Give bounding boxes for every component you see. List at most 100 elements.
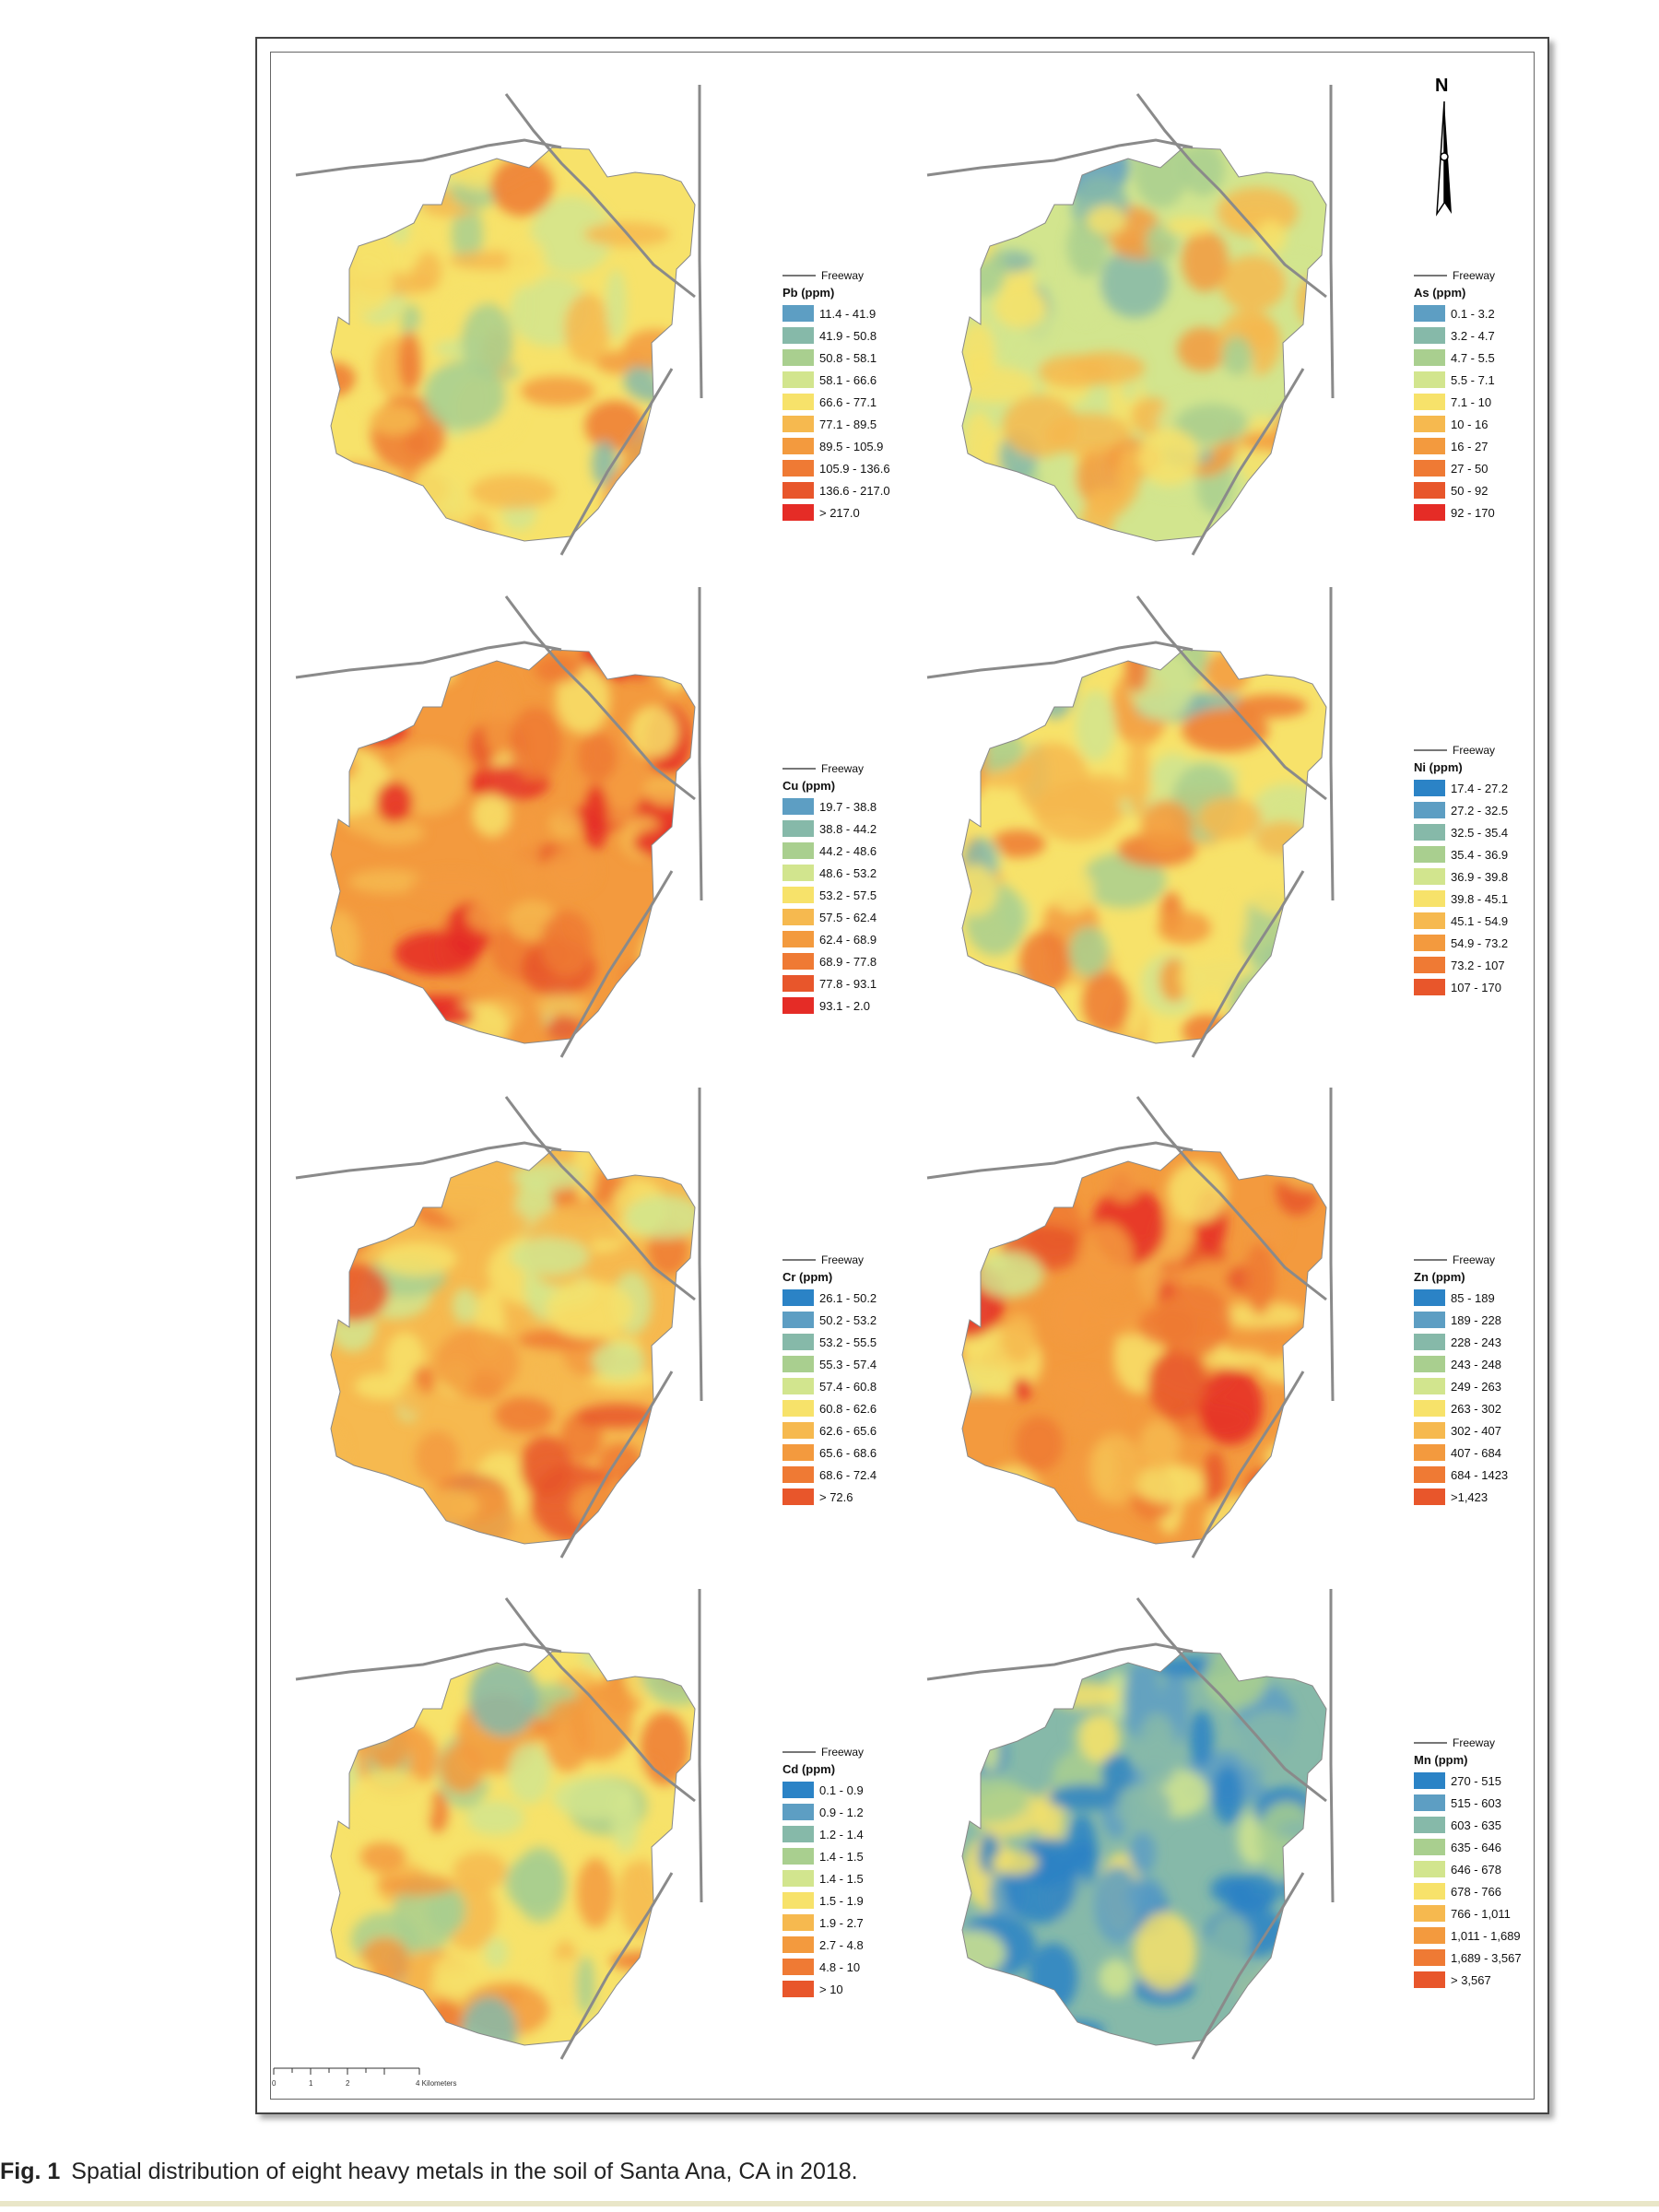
legend-swatch	[1414, 482, 1445, 499]
legend-swatch	[1414, 1422, 1445, 1439]
caption-text: Spatial distribution of eight heavy meta…	[71, 2159, 858, 2184]
legend-swatch	[1414, 957, 1445, 973]
legend-title: Cu (ppm)	[782, 779, 836, 793]
legend-class-label: 60.8 - 62.6	[819, 1401, 877, 1416]
legend-row: 270 - 515	[1414, 1770, 1571, 1792]
legend-row: 77.1 - 89.5	[782, 413, 939, 435]
legend-class-label: 58.1 - 66.6	[819, 372, 877, 387]
map-panel-cu: Freeway Cu (ppm) 19.7 - 38.8 38.8 - 44.2 44.…	[285, 578, 930, 1058]
legend-class-label: 515 - 603	[1451, 1795, 1501, 1810]
legend-swatch	[1414, 935, 1445, 951]
legend-row: 62.6 - 65.6	[782, 1419, 939, 1441]
freeway-line-2	[1329, 1589, 1335, 1903]
map-panel-cr: Freeway Cr (ppm) 26.1 - 50.2 50.2 - 53.2 53.…	[285, 1078, 930, 1559]
legend-swatch	[1414, 1817, 1445, 1833]
legend-row: 60.8 - 62.6	[782, 1397, 939, 1419]
legend-swatch	[782, 504, 814, 521]
legend-class-label: 1.2 - 1.4	[819, 1827, 864, 1841]
legend-row: 85 - 189	[1414, 1287, 1571, 1309]
legend-row: 603 - 635	[1414, 1814, 1571, 1836]
city-boundary	[330, 649, 696, 1044]
freeway-line-2	[1329, 587, 1335, 901]
legend-row: 26.1 - 50.2	[782, 1287, 939, 1309]
legend-class-label: 1.4 - 1.5	[819, 1849, 864, 1864]
legend-row: 73.2 - 107	[1414, 954, 1571, 976]
legend-swatch	[1414, 1466, 1445, 1483]
legend-swatch	[782, 842, 814, 859]
legend-class-label: 77.1 - 89.5	[819, 417, 877, 431]
legend-as: Freeway As (ppm) 0.1 - 3.2 3.2 - 4.7 4.7 - 5…	[1414, 269, 1571, 524]
legend-class-label: 77.8 - 93.1	[819, 976, 877, 991]
freeway-line-1	[1135, 1597, 1327, 1803]
legend-class-label: 0.1 - 3.2	[1451, 306, 1495, 321]
legend-class-label: 4.7 - 5.5	[1451, 350, 1495, 365]
legend-swatch	[782, 820, 814, 837]
scale-bar-graphic	[273, 2067, 420, 2075]
legend-title: Cr (ppm)	[782, 1270, 833, 1284]
legend-swatch	[1414, 1289, 1445, 1306]
legend-class-label: 1.5 - 1.9	[819, 1893, 864, 1908]
freeway-line-0	[926, 138, 1194, 177]
legend-swatch	[782, 482, 814, 499]
legend-class-label: 684 - 1423	[1451, 1467, 1509, 1482]
legend-swatch	[1414, 416, 1445, 432]
legend-row: 0.1 - 3.2	[1414, 302, 1571, 324]
freeway-line-0	[926, 1141, 1194, 1180]
legend-cu: Freeway Cu (ppm) 19.7 - 38.8 38.8 - 44.2 44.…	[782, 762, 939, 1017]
legend-swatch	[1414, 305, 1445, 322]
legend-class-label: 189 - 228	[1451, 1312, 1501, 1327]
legend-swatch	[1414, 371, 1445, 388]
legend-row: 19.7 - 38.8	[782, 795, 939, 818]
legend-row: 5.5 - 7.1	[1414, 369, 1571, 391]
legend-class-label: 635 - 646	[1451, 1840, 1501, 1854]
legend-swatch	[1414, 1839, 1445, 1855]
legend-swatch	[782, 1488, 814, 1505]
freeway-label: Freeway	[821, 1746, 865, 1759]
legend-row: 36.9 - 39.8	[1414, 865, 1571, 888]
legend-class-label: 302 - 407	[1451, 1423, 1501, 1438]
legend-row: 684 - 1423	[1414, 1464, 1571, 1486]
legend-row: 32.5 - 35.4	[1414, 821, 1571, 843]
legend-swatch	[782, 865, 814, 881]
legend-swatch	[1414, 1905, 1445, 1922]
city-boundary	[330, 147, 696, 542]
freeway-line-2	[1329, 1088, 1335, 1402]
legend-row: 27 - 50	[1414, 457, 1571, 479]
legend-class-label: 646 - 678	[1451, 1862, 1501, 1877]
legend-row: 243 - 248	[1414, 1353, 1571, 1375]
legend-swatch	[782, 1334, 814, 1350]
figure-inner-border	[270, 52, 1535, 2100]
legend-swatch	[1414, 979, 1445, 995]
city-boundary	[330, 1149, 696, 1545]
legend-row: 1.4 - 1.5	[782, 1845, 939, 1867]
figure-frame: N Freeway Pb (ppm) 11.4 - 41.9 41.9 - 50.8 5…	[255, 37, 1549, 2114]
legend-row: 3.2 - 4.7	[1414, 324, 1571, 347]
legend-class-label: 270 - 515	[1451, 1773, 1501, 1788]
freeway-label: Freeway	[1453, 269, 1496, 282]
scale-tick-0: 0	[272, 2079, 276, 2088]
legend-class-label: 1.9 - 2.7	[819, 1915, 864, 1930]
legend-class-label: 16 - 27	[1451, 439, 1488, 453]
legend-row: 58.1 - 66.6	[782, 369, 939, 391]
legend-class-label: 27 - 50	[1451, 461, 1488, 476]
freeway-label: Freeway	[821, 269, 865, 282]
legend-freeway: Freeway	[1414, 269, 1571, 282]
freeway-label: Freeway	[1453, 744, 1496, 757]
legend-class-label: 62.6 - 65.6	[819, 1423, 877, 1438]
freeway-line-2	[698, 1589, 703, 1903]
freeway-line-2	[698, 587, 703, 901]
legend-swatch	[782, 1870, 814, 1887]
legend-row: 53.2 - 57.5	[782, 884, 939, 906]
freeway-symbol	[1414, 1259, 1447, 1261]
legend-row: 0.9 - 1.2	[782, 1801, 939, 1823]
map-pb	[295, 85, 703, 556]
city-boundary	[961, 649, 1327, 1044]
legend-row: 7.1 - 10	[1414, 391, 1571, 413]
legend-swatch	[1414, 1356, 1445, 1372]
legend-row: 65.6 - 68.6	[782, 1441, 939, 1464]
legend-swatch	[1414, 1312, 1445, 1328]
legend-freeway: Freeway	[782, 1746, 939, 1759]
legend-class-label: 57.5 - 62.4	[819, 910, 877, 924]
legend-class-label: 68.6 - 72.4	[819, 1467, 877, 1482]
legend-class-label: 263 - 302	[1451, 1401, 1501, 1416]
